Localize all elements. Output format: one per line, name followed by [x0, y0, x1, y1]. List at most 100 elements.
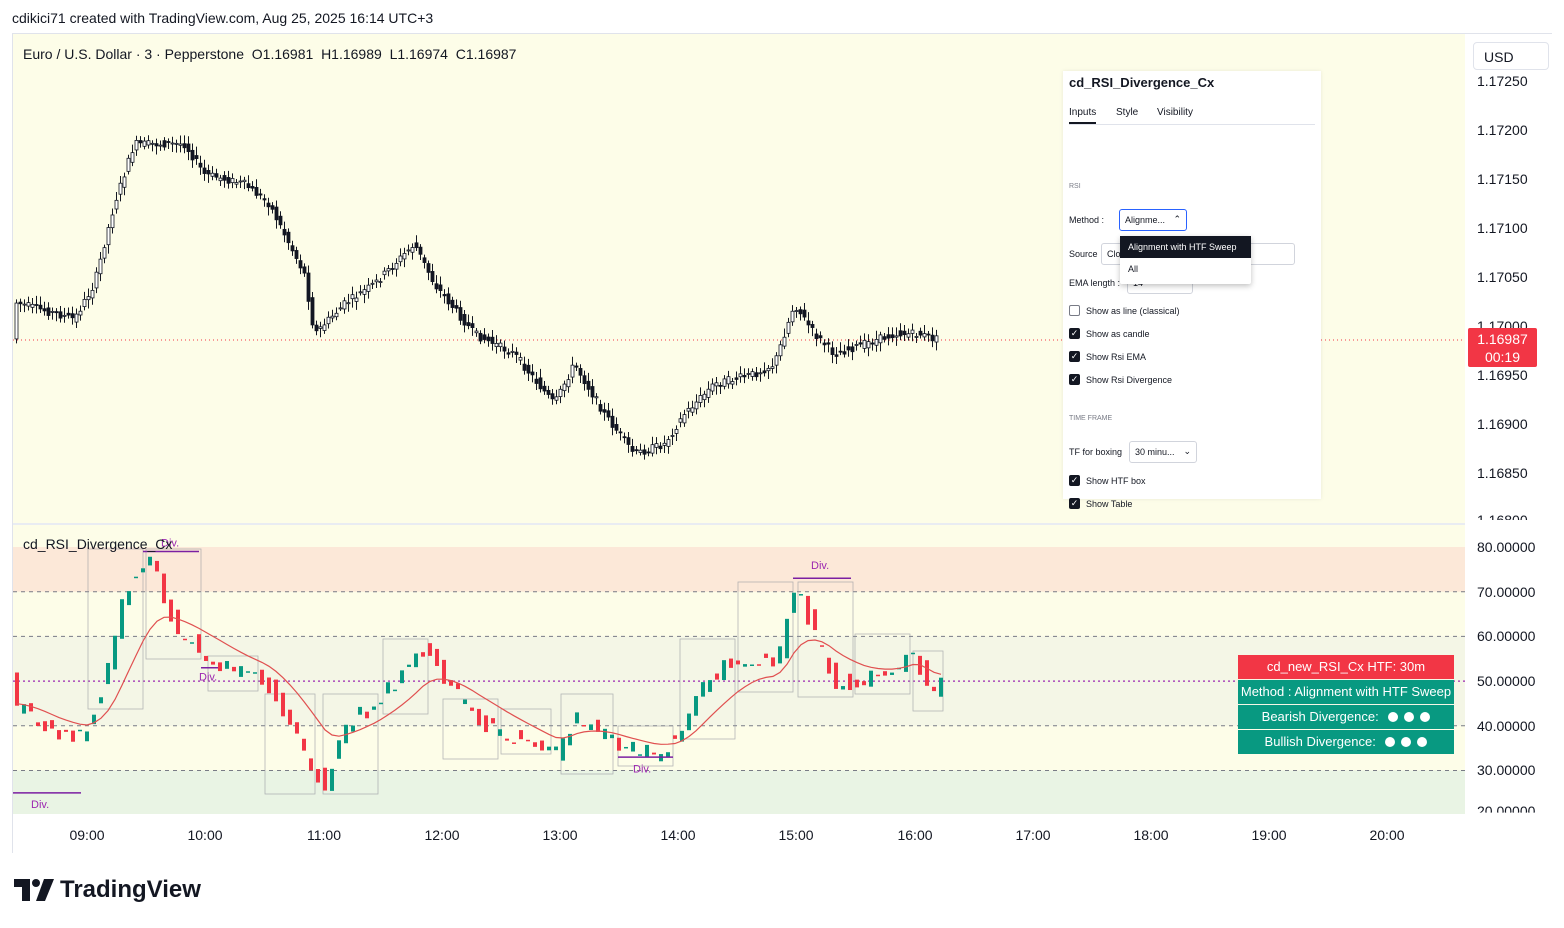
rsi-candle [421, 652, 425, 657]
candle-body [310, 297, 315, 326]
candle-body [922, 333, 927, 338]
check-icon[interactable]: ✓ [1069, 328, 1080, 339]
symbol-legend[interactable]: Euro / U.S. Dollar · 3 · Pepperstone O1.… [23, 46, 516, 62]
tab-visibility[interactable]: Visibility [1157, 107, 1193, 118]
checkbox-show-as-candle[interactable]: ✓ Show as candle [1069, 328, 1150, 339]
rsi-candle [869, 670, 873, 687]
candle-body [886, 334, 891, 339]
check-icon[interactable]: ✓ [1069, 374, 1080, 385]
candle-body [106, 227, 111, 246]
checkbox-show-htf-box[interactable]: ✓ Show HTF box [1069, 475, 1146, 486]
rsi-candle [547, 746, 551, 751]
rsi-candle [841, 686, 845, 690]
current-price-value: 1.16987 [1477, 331, 1528, 347]
candle-body [154, 143, 159, 147]
rsi-tick: 60.00000 [1477, 628, 1536, 644]
candle-body [774, 355, 779, 366]
check-icon[interactable]: ✓ [1069, 351, 1080, 362]
price-tick: 1.17150 [1477, 171, 1528, 187]
dropdown-option-alignment[interactable]: Alignment with HTF Sweep [1120, 236, 1251, 258]
candle-body [718, 384, 723, 387]
candle-body [778, 344, 783, 357]
candle-body [762, 370, 767, 374]
candle-body [66, 312, 71, 316]
candle-body [50, 311, 55, 313]
candle-body [570, 364, 575, 378]
time-axis[interactable]: 09:00 10:00 11:00 12:00 13:00 14:00 15:0… [13, 814, 1553, 854]
checkbox-icon[interactable] [1069, 305, 1080, 316]
check-icon[interactable]: ✓ [1069, 475, 1080, 486]
method-label: Method : [1069, 215, 1105, 225]
htf-box [854, 633, 911, 695]
rsi-candle [78, 729, 82, 732]
rsi-candle [281, 692, 285, 717]
rsi-candle [743, 664, 747, 667]
rsi-candle [911, 652, 915, 655]
candle-body [334, 312, 339, 318]
candle-body [674, 429, 679, 434]
candle-body [554, 396, 559, 401]
checkbox-show-as-line[interactable]: Show as line (classical) [1069, 305, 1180, 316]
candle-body [366, 284, 371, 292]
candle-body [710, 383, 715, 392]
tradingview-logo-icon [14, 879, 54, 901]
candle-body [54, 311, 59, 314]
dropdown-option-all[interactable]: All [1128, 264, 1139, 274]
divergence-label: Div. [161, 538, 179, 550]
tradingview-logo[interactable]: TradingView [14, 876, 201, 904]
candle-body [666, 439, 671, 447]
rsi-candle [848, 673, 852, 691]
candle-body [602, 409, 607, 413]
rsi-candle [148, 556, 152, 566]
divergence-label: Div. [31, 799, 49, 811]
overbought-zone [13, 547, 1465, 592]
candle-body [930, 334, 935, 342]
checkbox-show-rsi-divergence[interactable]: ✓ Show Rsi Divergence [1069, 374, 1172, 385]
candle-body [594, 396, 599, 399]
rsi-pane[interactable]: Div. Div. Div. Div. Div. [13, 210, 1465, 824]
tab-style[interactable]: Style [1116, 107, 1139, 118]
candle-body [882, 336, 887, 340]
candle-body [634, 449, 639, 452]
rsi-candle [785, 618, 789, 659]
rsi-candle [162, 573, 166, 604]
price-axis[interactable]: 1.17250 1.17200 1.17150 1.17100 1.17050 … [1465, 34, 1553, 814]
candle-body [34, 304, 39, 306]
candle-body [110, 214, 115, 229]
candle-body [170, 142, 175, 145]
method-select[interactable]: Alignme... ⌃ [1119, 209, 1187, 231]
rsi-indicator-title[interactable]: cd_RSI_Divergence_Cx [23, 536, 173, 552]
check-icon[interactable]: ✓ [1069, 498, 1080, 509]
indicator-settings-panel: cd_RSI_Divergence_Cx Inputs Style Visibi… [1063, 71, 1321, 509]
candle-body [450, 299, 455, 308]
rsi-candle [22, 704, 26, 714]
candle-body [698, 395, 703, 403]
rsi-candle [778, 646, 782, 664]
htf-box [322, 693, 379, 795]
method-dropdown-menu: Alignment with HTF Sweep All [1120, 236, 1251, 284]
time-tick: 11:00 [307, 827, 341, 843]
source-label: Source [1069, 249, 1098, 259]
rsi-candle [484, 715, 488, 733]
candle-body [614, 424, 619, 431]
rsi-candle [15, 672, 19, 706]
checkbox-show-table[interactable]: ✓ Show Table [1069, 498, 1132, 509]
price-tick: 1.17100 [1477, 220, 1528, 236]
candle-body [438, 284, 443, 291]
rsi-candle [190, 642, 194, 644]
pane-separator[interactable] [13, 523, 1553, 525]
tab-inputs[interactable]: Inputs [1069, 107, 1097, 124]
candle-body [934, 335, 939, 343]
tf-boxing-select[interactable]: 30 minu... ⌄ [1129, 441, 1197, 463]
candle-body [798, 309, 803, 315]
htf-box [87, 548, 144, 710]
rsi-candle [540, 740, 544, 751]
currency-button[interactable]: USD [1473, 42, 1549, 70]
candle-body [926, 333, 931, 336]
candle-body [70, 313, 75, 319]
checkbox-label: Show Rsi Divergence [1086, 374, 1173, 385]
candle-body [874, 339, 879, 346]
candle-body [90, 289, 95, 299]
checkbox-show-rsi-ema[interactable]: ✓ Show Rsi EMA [1069, 351, 1146, 362]
candle-body [826, 342, 831, 345]
